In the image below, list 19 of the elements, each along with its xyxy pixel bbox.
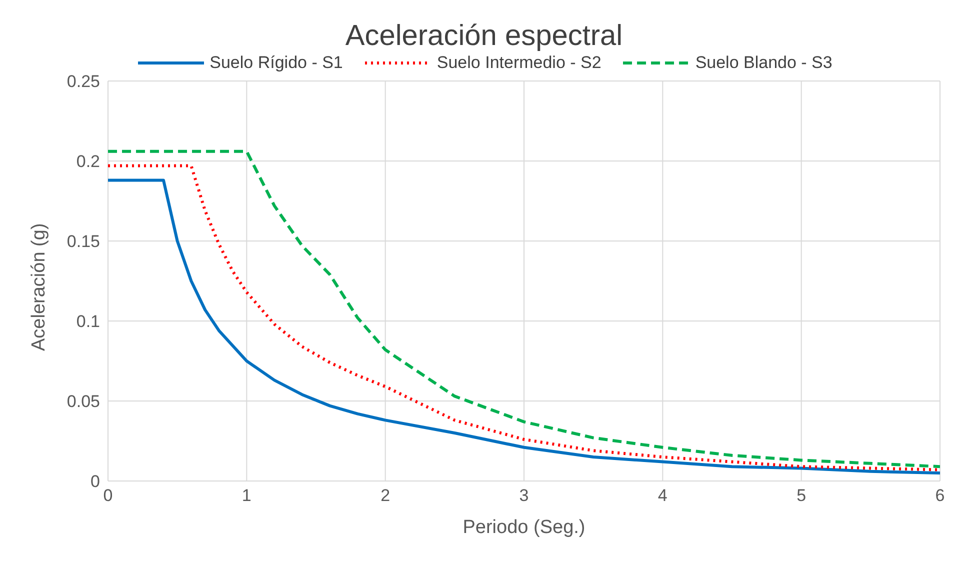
legend-label: Suelo Blando - S3 — [695, 53, 832, 73]
y-tick-label: 0 — [90, 472, 100, 492]
x-tick-label: 5 — [796, 486, 806, 506]
x-tick-label: 4 — [658, 486, 668, 506]
legend-label: Suelo Rígido - S1 — [210, 53, 343, 73]
chart-title: Aceleración espectral — [344, 20, 624, 53]
x-tick-label: 2 — [380, 486, 390, 506]
y-tick-label: 0.15 — [66, 232, 100, 252]
y-tick-label: 0.05 — [66, 392, 100, 412]
y-tick-label: 0.1 — [76, 312, 100, 332]
x-tick-label: 6 — [935, 486, 945, 506]
legend-label: Suelo Intermedio - S2 — [436, 53, 602, 73]
y-tick-label: 0.25 — [66, 72, 100, 92]
x-tick-label: 3 — [519, 486, 529, 506]
x-tick-label: 1 — [242, 486, 252, 506]
x-axis-title: Periodo (Seg.) — [462, 517, 586, 538]
y-tick-label: 0.2 — [76, 152, 100, 172]
y-axis-title: Aceleración (g) — [28, 223, 50, 351]
x-tick-label: 0 — [103, 486, 113, 506]
